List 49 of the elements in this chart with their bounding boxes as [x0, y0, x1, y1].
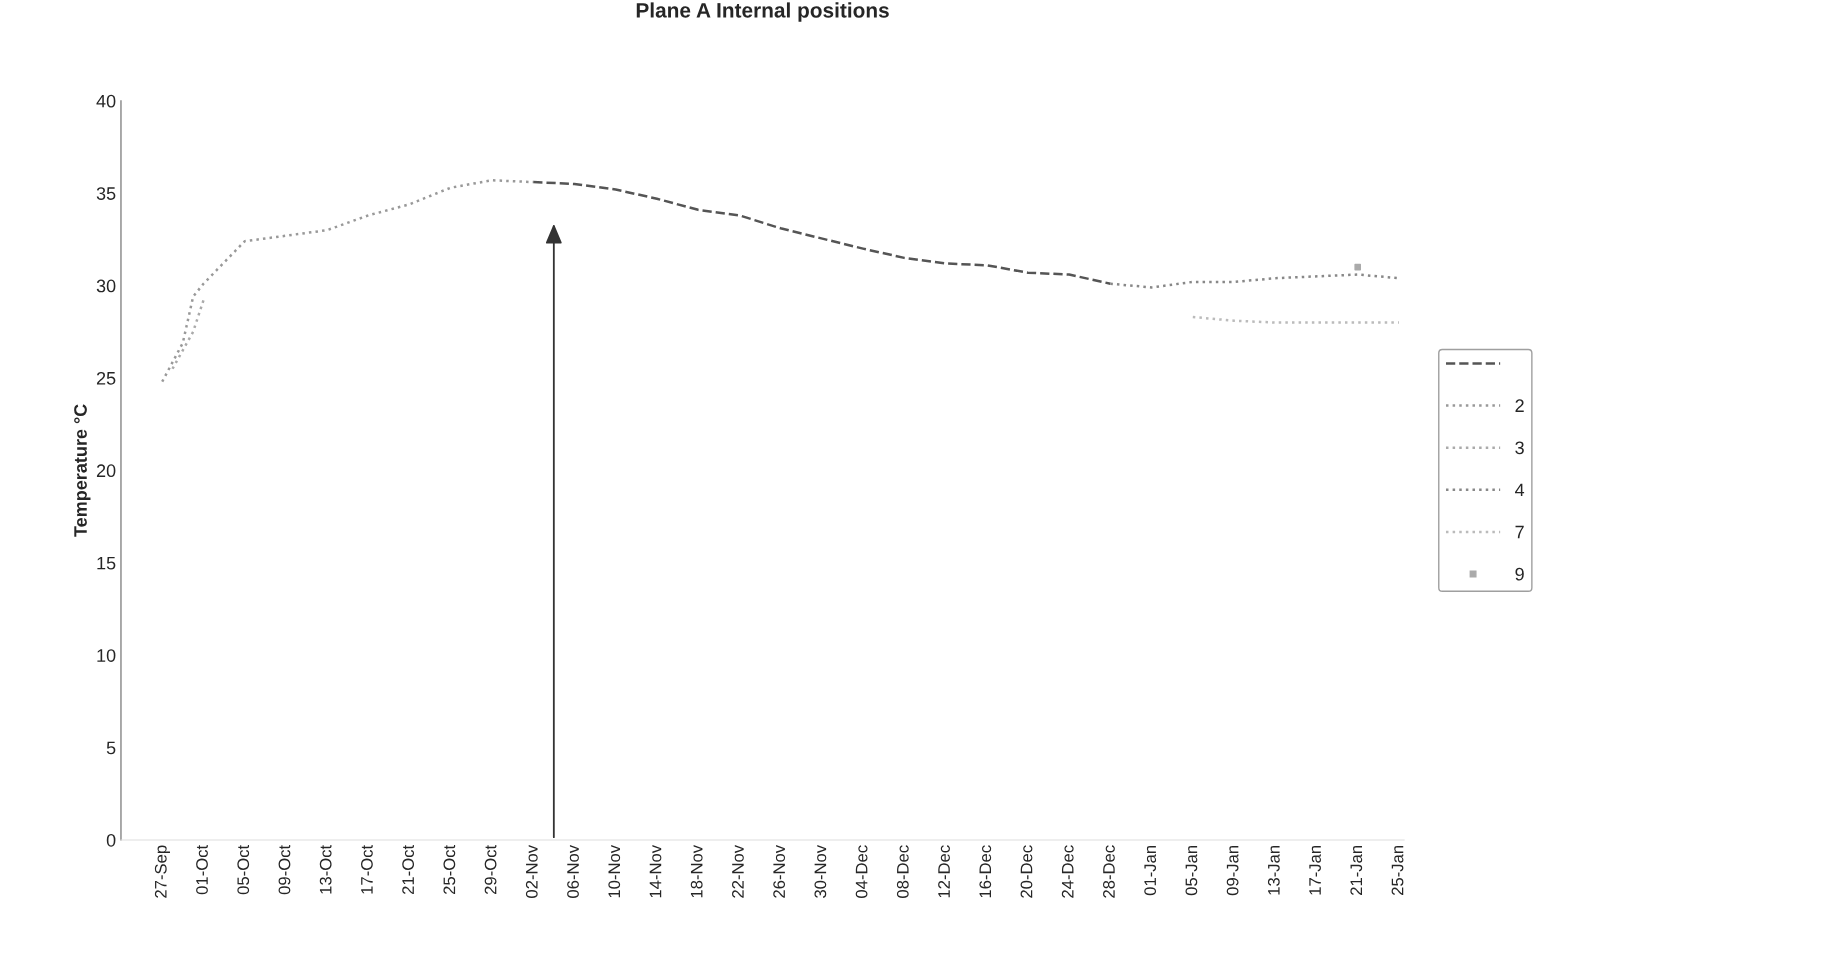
y-tick-label: 40 — [96, 94, 116, 108]
line-series — [171, 299, 205, 371]
x-tick-label: 24-Dec — [1061, 845, 1074, 898]
legend-label: 7 — [1515, 525, 1524, 539]
x-tick-label: 05-Jan — [1185, 845, 1198, 896]
x-tick-label: 18-Nov — [690, 844, 703, 898]
legend-label: 4 — [1515, 483, 1525, 497]
x-tick-label: 12-Dec — [938, 845, 950, 898]
x-tick-label: 09-Oct — [278, 844, 291, 895]
x-tick-label: 20-Dec — [1020, 845, 1033, 898]
x-tick-label: 17-Oct — [360, 844, 373, 894]
x-tick-label: 21-Jan — [1350, 845, 1363, 895]
x-tick-label: 01-Jan — [1144, 845, 1157, 896]
y-axis-title: Temperature °C — [74, 404, 91, 537]
x-tick-label: 14-Nov — [649, 844, 662, 898]
x-tick-label: 13-Oct — [319, 844, 332, 894]
x-tick-label: 08-Dec — [896, 845, 909, 898]
y-tick-label: 25 — [96, 371, 116, 385]
legend-label: 9 — [1515, 567, 1524, 581]
y-tick-label: 20 — [96, 464, 116, 478]
x-tick-label: 09-Jan — [1226, 845, 1239, 896]
x-tick-label: 28-Dec — [1103, 845, 1115, 898]
y-tick-label: 35 — [96, 187, 116, 200]
y-tick-label: 5 — [106, 741, 116, 755]
x-tick-label: 13-Jan — [1267, 845, 1280, 895]
y-tick-label: 30 — [96, 279, 116, 293]
x-tick-label: 10-Nov — [608, 844, 621, 898]
x-tick-label: 01-Oct — [196, 844, 208, 895]
x-tick-label: 05-Oct — [237, 844, 250, 895]
x-tick-label: 21-Oct — [402, 844, 415, 895]
x-tick-label: 25-Oct — [443, 844, 456, 895]
x-tick-label: 26-Nov — [773, 844, 786, 898]
line-series — [531, 180, 1112, 285]
y-tick-label: 15 — [97, 556, 116, 570]
legend-label: 3 — [1515, 441, 1524, 455]
x-tick-label: 04-Dec — [855, 845, 868, 898]
x-tick-label: 16-Dec — [979, 845, 992, 898]
x-tick-label: 27-Sep — [154, 845, 170, 898]
x-tick-label: 29-Oct — [484, 844, 497, 895]
y-tick-label: 0 — [106, 833, 116, 847]
x-tick-label: 22-Nov — [732, 844, 744, 898]
x-tick-label: 06-Nov — [567, 844, 579, 898]
y-tick-label: 10 — [97, 649, 116, 662]
x-tick-label: 02-Nov — [525, 844, 538, 898]
chart-title: Plane A Internal positions — [636, 2, 889, 22]
x-tick-label: 25-Jan — [1391, 845, 1404, 895]
x-tick-label: 30-Nov — [814, 844, 827, 898]
x-tick-label: 17-Jan — [1309, 845, 1321, 895]
legend-label: 2 — [1515, 399, 1524, 412]
